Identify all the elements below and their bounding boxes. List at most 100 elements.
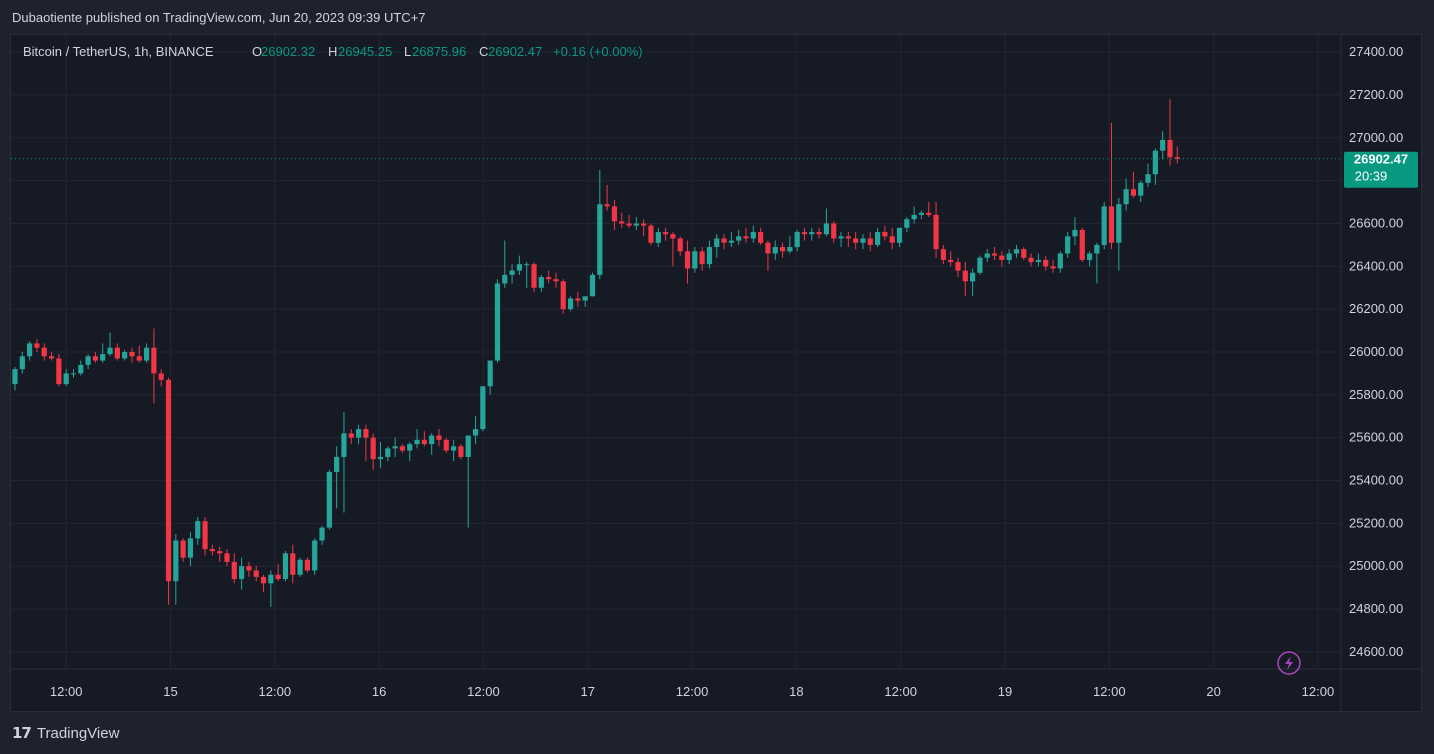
candle [472,416,479,445]
candle-body [604,204,610,207]
candle [458,444,464,460]
candle [516,255,522,275]
time-tick-label: 15 [163,684,177,699]
candle-body [443,439,449,451]
low-value: 26875.96 [412,44,466,59]
candle-body [904,219,910,228]
candlestick-chart[interactable]: 27400.0027200.0027000.0026800.0026600.00… [11,35,1421,711]
candle [1013,244,1020,258]
candle-body [1152,150,1158,175]
candle-body [451,446,457,451]
last-price-value: 26902.47 [1354,152,1408,167]
candle [451,439,457,462]
candle-body [348,433,354,438]
candle-body [129,352,135,357]
price-tick-label: 25800.00 [1349,387,1403,402]
candle-body [801,232,808,235]
candle [597,169,603,280]
candle [187,531,194,567]
candle-body [896,227,903,243]
candle [779,242,786,258]
candle-body [1138,182,1144,196]
symbol-label[interactable]: Bitcoin / TetherUS, 1h, BINANCE [23,44,214,59]
candle-body [312,540,318,571]
price-tick-label: 26200.00 [1349,301,1403,316]
candle [341,411,347,513]
price-tick-label: 24800.00 [1349,601,1403,616]
candle [611,199,618,230]
time-tick-label: 12:00 [1302,684,1335,699]
time-axis[interactable]: 12:00 15 12:00 16 12:00 17 12:00 18 12:00 19 12:00… [50,684,1334,699]
candle-body [143,347,150,361]
price-axis[interactable]: 27400.0027200.0027000.0026800.0026600.00… [1349,44,1403,659]
chart-pane[interactable]: 27400.0027200.0027000.0026800.0026600.00… [10,34,1422,712]
candle [165,377,172,605]
candle-body [926,212,932,215]
candle-body [1094,244,1100,254]
candle [195,516,201,545]
candle-body [70,373,77,375]
candle [312,538,318,575]
candle [684,240,691,284]
candle [845,232,851,248]
candle [575,292,581,308]
candle-body [546,277,552,280]
candle [85,354,91,370]
footer-bar [0,714,1434,754]
candle [19,352,25,374]
candle-body [911,214,917,220]
candle [1065,232,1071,258]
candle [560,279,566,314]
candle [1006,249,1012,265]
candle [1145,163,1151,188]
published-caption: Dubaotiente published on TradingView.com… [12,10,426,25]
candle [904,217,910,233]
price-tick-label: 26000.00 [1349,344,1403,359]
candle-body [1072,229,1078,237]
candle-body [334,456,340,472]
tradingview-brand[interactable]: 17 TradingView [12,722,119,744]
candle [772,240,778,260]
candle-body [100,354,106,361]
candle-body [290,553,296,575]
high-label: H [328,44,337,59]
candle-body [275,574,281,580]
lightning-icon[interactable] [1277,651,1301,675]
candle [92,352,99,363]
candle-body [355,429,362,438]
candle [1152,148,1158,185]
candle-body [480,386,486,430]
candle [429,433,435,455]
candle [443,437,449,453]
candle [692,247,698,273]
candle-body [991,253,998,256]
candle-body [787,247,793,252]
high-value: 26945.25 [338,44,392,59]
candle [794,229,800,252]
candle-body [999,255,1005,260]
candle-body [853,238,859,243]
candle-body [655,232,661,243]
candle [589,272,596,297]
candle [743,227,749,243]
candle [319,525,325,545]
candle [823,208,830,237]
candle-body [217,551,223,554]
candle-body [458,446,464,457]
candle [173,534,179,605]
time-tick-label: 12:00 [259,684,292,699]
candle [1028,253,1034,267]
candle-body [589,274,596,297]
candle-body [977,257,983,273]
open-value: 26902.32 [261,44,315,59]
candle-body [48,356,55,359]
candle [1057,251,1063,273]
candle [758,227,764,245]
candlestick-series [12,99,1180,607]
candle-body [231,561,237,580]
candle [399,444,406,453]
candle [1108,122,1115,250]
candle [1160,131,1166,160]
candle [377,441,384,468]
candle [34,339,40,352]
